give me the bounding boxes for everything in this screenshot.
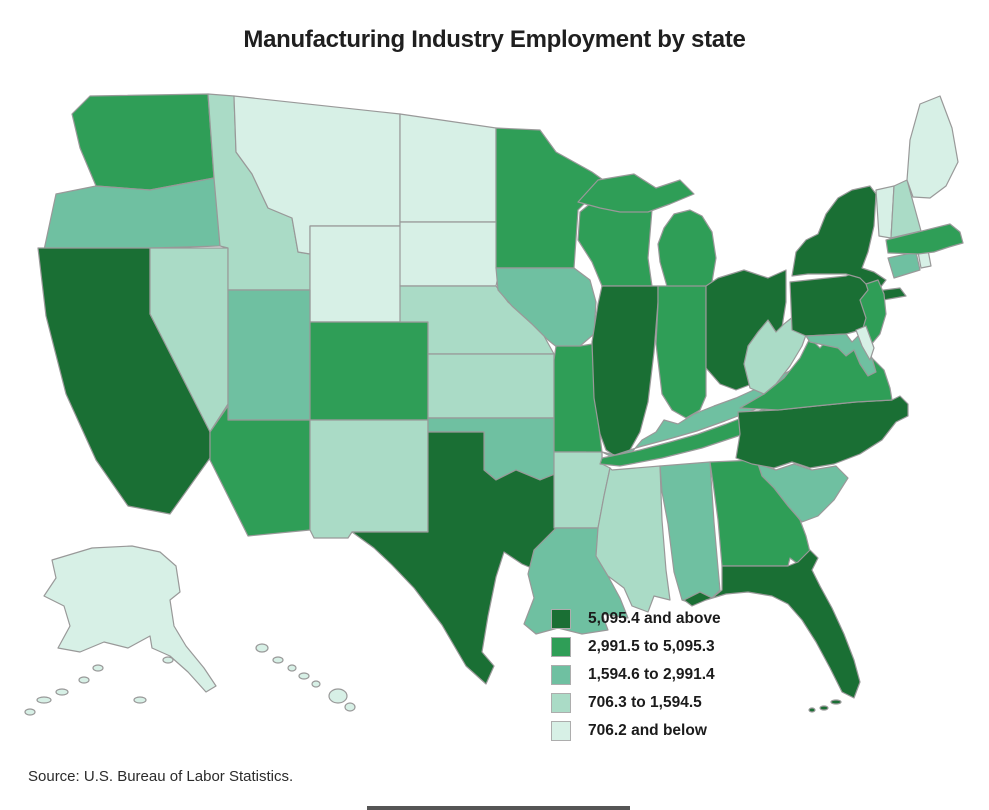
state-kansas[interactable] [427, 353, 555, 419]
legend-item: 5,095.4 and above [551, 608, 721, 629]
legend-swatch-darkest [551, 608, 571, 629]
legend-label: 5,095.4 and above [588, 609, 721, 627]
state-hawaii-island[interactable] [298, 672, 310, 680]
state-hawaii-island[interactable] [255, 643, 269, 653]
state-michigan[interactable] [657, 209, 717, 291]
legend-label: 706.3 to 1,594.5 [588, 693, 702, 711]
legend-swatch-medium [551, 664, 571, 685]
state-washington[interactable] [71, 93, 215, 191]
state-connecticut[interactable] [887, 251, 921, 279]
state-hawaii-island[interactable] [328, 688, 348, 704]
page-title: Manufacturing Industry Employment by sta… [243, 26, 746, 53]
state-colorado[interactable] [309, 321, 429, 421]
legend-label: 2,991.5 to 5,095.3 [588, 637, 715, 655]
state-alaska-island[interactable] [24, 708, 36, 716]
state-oregon[interactable] [43, 177, 221, 251]
legend-item: 706.3 to 1,594.5 [551, 692, 721, 713]
state-arizona[interactable] [209, 405, 311, 537]
state-alaska[interactable] [43, 545, 217, 693]
legend-item: 706.2 and below [551, 720, 721, 741]
state-delaware[interactable] [855, 325, 875, 361]
state-illinois[interactable] [591, 285, 659, 459]
state-alaska-island[interactable] [133, 696, 147, 704]
state-michigan[interactable] [577, 173, 695, 213]
state-hawaii-island[interactable] [287, 664, 297, 672]
state-alabama[interactable] [659, 461, 721, 605]
legend-label: 1,594.6 to 2,991.4 [588, 665, 715, 683]
source-note: Source: U.S. Bureau of Labor Statistics. [28, 768, 294, 785]
legend-label: 706.2 and below [588, 721, 707, 739]
state-alaska-island[interactable] [55, 688, 69, 696]
state-north-dakota[interactable] [399, 113, 497, 223]
state-florida-island[interactable] [808, 707, 816, 713]
state-alaska-island[interactable] [162, 656, 174, 664]
state-florida[interactable] [683, 549, 861, 699]
state-mississippi[interactable] [595, 465, 671, 613]
legend-item: 2,991.5 to 5,095.3 [551, 636, 721, 657]
legend-swatch-light [551, 692, 571, 713]
state-new-mexico[interactable] [309, 419, 429, 539]
state-south-dakota[interactable] [399, 221, 501, 287]
state-new-york[interactable] [791, 185, 887, 289]
horizontal-scrollbar-thumb[interactable] [367, 806, 630, 810]
state-hawaii-island[interactable] [272, 656, 284, 664]
state-hawaii-island[interactable] [344, 702, 356, 712]
state-hawaii-island[interactable] [311, 680, 321, 688]
state-florida-island[interactable] [819, 705, 829, 711]
map-legend: 5,095.4 and above 2,991.5 to 5,095.3 1,5… [551, 608, 721, 741]
state-alaska-island[interactable] [36, 696, 52, 704]
state-new-hampshire[interactable] [890, 179, 922, 239]
legend-item: 1,594.6 to 2,991.4 [551, 664, 721, 685]
state-south-carolina[interactable] [757, 463, 849, 523]
state-alaska-island[interactable] [92, 664, 104, 672]
state-alaska-island[interactable] [78, 676, 90, 684]
state-indiana[interactable] [655, 285, 707, 419]
state-florida-island[interactable] [830, 699, 842, 705]
state-massachusetts[interactable] [885, 223, 964, 255]
state-maryland[interactable] [805, 333, 877, 377]
state-maine[interactable] [906, 95, 959, 199]
legend-swatch-lightest [551, 720, 571, 741]
legend-swatch-dark [551, 636, 571, 657]
state-utah[interactable] [227, 289, 311, 421]
